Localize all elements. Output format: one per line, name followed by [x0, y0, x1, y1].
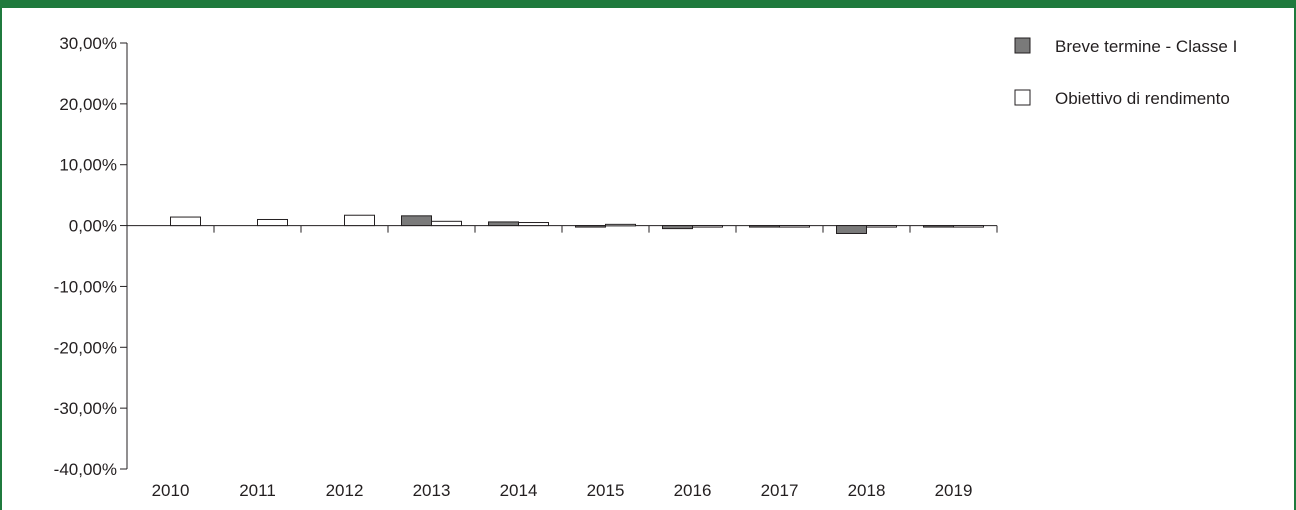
y-tick-label: 30,00% — [59, 34, 117, 53]
bar-obiettivo — [344, 214, 375, 227]
bar-obiettivo — [170, 216, 201, 227]
bar-obiettivo — [605, 223, 636, 227]
chart-legend: Breve termine - Classe I Obiettivo di ren… — [1014, 37, 1237, 108]
x-tick-label: 2013 — [413, 481, 451, 500]
header-bar — [2, 0, 1296, 8]
y-tick-label: 10,00% — [59, 156, 117, 175]
bar-breve-termine — [662, 225, 693, 230]
y-axis-labels: 30,00% 20,00% 10,00% 0,00% -10,00% -20,00% -30… — [54, 34, 117, 479]
bar-obiettivo — [953, 225, 984, 228]
y-tick-label: -40,00% — [54, 460, 117, 479]
x-tick-label: 2016 — [674, 481, 712, 500]
x-tick-label: 2019 — [935, 481, 973, 500]
bar-obiettivo — [518, 222, 549, 227]
x-tick-label: 2012 — [326, 481, 364, 500]
bar-obiettivo — [692, 225, 723, 228]
y-tick-label: -30,00% — [54, 399, 117, 418]
bar-obiettivo — [257, 218, 288, 227]
bar-breve-termine — [836, 225, 867, 234]
legend-label: Breve termine - Classe I — [1055, 37, 1237, 56]
bar-obiettivo — [431, 220, 462, 227]
x-tick-label: 2015 — [587, 481, 625, 500]
legend-label: Obiettivo di rendimento — [1055, 89, 1230, 108]
bar-breve-termine — [575, 225, 606, 228]
bar-breve-termine — [401, 215, 432, 227]
x-tick-label: 2017 — [761, 481, 799, 500]
x-tick-label: 2011 — [239, 481, 276, 500]
bar-breve-termine — [749, 225, 780, 228]
x-axis-labels: 2010 2011 2012 2013 2014 2015 2016 2017 2018 2019 — [152, 481, 973, 500]
bar-obiettivo — [779, 225, 810, 228]
y-tick-label: -10,00% — [54, 277, 117, 296]
chart-axes — [120, 42, 998, 470]
legend-swatch — [1014, 89, 1031, 106]
x-tick-label: 2014 — [500, 481, 538, 500]
bar-obiettivo — [866, 225, 897, 228]
bar-breve-termine — [488, 221, 519, 227]
x-tick-label: 2018 — [848, 481, 886, 500]
y-tick-label: -20,00% — [54, 338, 117, 357]
x-tick-label: 2010 — [152, 481, 190, 500]
chart-bars — [170, 214, 984, 234]
bar-breve-termine — [923, 225, 954, 228]
y-tick-label: 20,00% — [59, 95, 117, 114]
legend-swatch — [1014, 37, 1031, 54]
y-tick-label: 0,00% — [69, 217, 117, 236]
